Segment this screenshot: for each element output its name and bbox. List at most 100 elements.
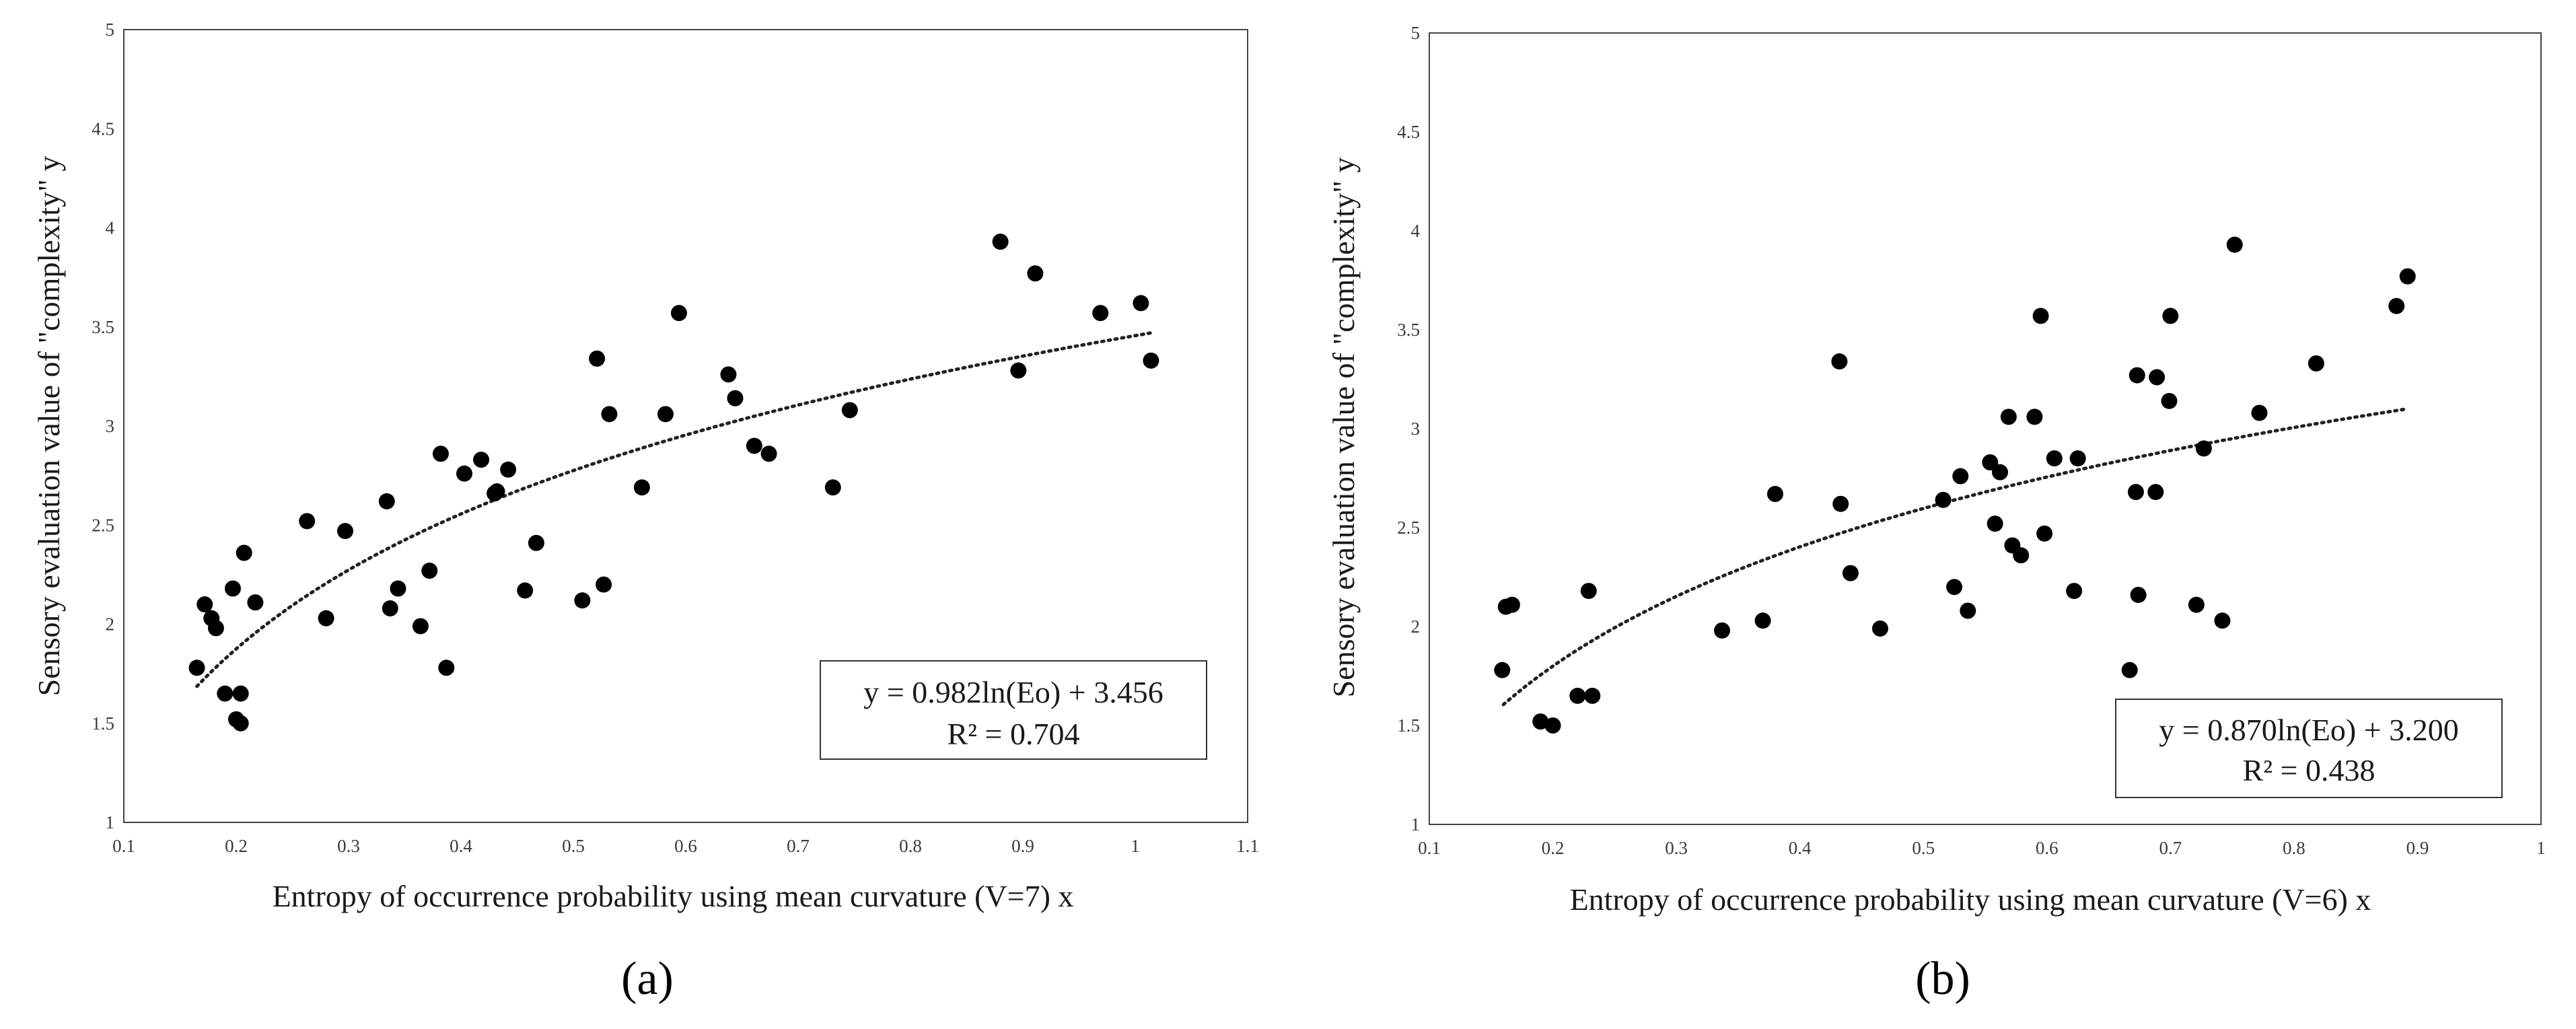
data-point xyxy=(1766,486,1783,503)
y-tick-label: 4 xyxy=(1411,221,1421,241)
y-tick-label: 4 xyxy=(106,218,115,238)
data-point xyxy=(2399,268,2416,285)
y-axis-label-b: Sensory evaluation value of "complexity"… xyxy=(1326,157,1361,698)
y-tick-label: 2.5 xyxy=(1397,518,1420,538)
y-tick-label: 3.5 xyxy=(92,317,114,337)
data-point xyxy=(318,610,334,627)
x-tick-label: 1 xyxy=(1131,836,1140,856)
data-point xyxy=(1992,464,2009,481)
data-point xyxy=(188,660,205,676)
data-point xyxy=(2161,392,2178,409)
data-point xyxy=(2036,525,2053,542)
data-point xyxy=(517,582,534,599)
data-point xyxy=(657,406,674,423)
y-tick-label: 4.5 xyxy=(92,118,114,139)
data-point xyxy=(224,580,241,597)
trendline-b xyxy=(1501,407,2407,707)
data-point xyxy=(2032,308,2049,324)
data-point xyxy=(432,446,449,462)
x-tick-label: 0.2 xyxy=(225,836,248,856)
data-points-a xyxy=(188,234,1159,732)
data-point xyxy=(1871,620,1888,637)
y-tick-label: 3 xyxy=(106,416,115,436)
data-point xyxy=(1982,454,1999,470)
data-point xyxy=(378,493,395,509)
y-tick-label: 1 xyxy=(106,812,115,832)
plot-area-b xyxy=(1429,32,2542,825)
data-point xyxy=(473,452,490,468)
data-point xyxy=(841,402,858,419)
y-tick-label: 5 xyxy=(106,20,115,40)
data-point xyxy=(1946,579,1963,596)
data-point xyxy=(727,390,744,406)
x-tick-label: 0.5 xyxy=(1912,838,1935,858)
data-point xyxy=(1935,491,1952,508)
data-point xyxy=(489,483,505,500)
data-point xyxy=(760,446,777,462)
x-tick-label: 0.8 xyxy=(899,836,922,856)
data-point xyxy=(596,576,612,593)
data-point xyxy=(1584,687,1601,704)
r2-b: R² = 0.438 xyxy=(2243,753,2375,787)
data-point xyxy=(1754,612,1771,629)
data-point xyxy=(1987,516,2003,532)
equation-b: y = 0.870ln(Eo) + 3.200 xyxy=(2159,713,2458,747)
data-point xyxy=(456,465,473,482)
data-point xyxy=(1532,713,1549,730)
data-point xyxy=(2046,450,2063,467)
data-point xyxy=(421,562,438,579)
data-point xyxy=(574,592,591,609)
data-point xyxy=(2388,297,2405,314)
data-point xyxy=(2226,236,2243,253)
y-tick-labels-a: 1 1.5 2 2.5 3 3.5 4 4.5 5 xyxy=(92,20,114,832)
data-point xyxy=(299,513,316,530)
data-point xyxy=(390,580,406,597)
data-point xyxy=(1952,468,1969,485)
data-point xyxy=(2149,369,2166,386)
x-tick-label: 1.1 xyxy=(1236,836,1259,856)
data-point xyxy=(2188,596,2205,613)
data-point xyxy=(1569,687,1586,704)
x-tick-label: 0.3 xyxy=(1665,838,1688,858)
y-tick-label: 1 xyxy=(1411,814,1421,835)
data-point xyxy=(500,461,517,478)
data-point xyxy=(1503,596,1520,613)
data-point xyxy=(2013,547,2030,564)
data-point xyxy=(670,305,687,322)
data-point xyxy=(1010,362,1027,379)
data-point xyxy=(1494,662,1511,678)
y-tick-label: 4.5 xyxy=(1397,122,1420,142)
data-point xyxy=(247,594,264,611)
data-point xyxy=(1960,602,1976,619)
data-point xyxy=(746,437,762,454)
y-axis-label-a: Sensory evaluation value of "complexity"… xyxy=(32,156,66,697)
x-tick-label: 0.3 xyxy=(337,836,360,856)
data-point xyxy=(2130,586,2147,603)
y-tick-label: 2.5 xyxy=(92,515,114,535)
data-point xyxy=(601,406,618,423)
x-tick-labels-b: 0.1 0.2 0.3 0.4 0.5 0.6 0.7 0.8 0.9 1 xyxy=(1418,838,2546,858)
data-point xyxy=(1831,353,1848,370)
y-tick-labels-b: 1 1.5 2 2.5 3 3.5 4 4.5 5 xyxy=(1397,23,1420,835)
data-point xyxy=(2000,409,2017,425)
x-tick-labels-a: 0.1 0.2 0.3 0.4 0.5 0.6 0.7 0.8 0.9 1 1.1 xyxy=(112,836,1259,856)
data-point xyxy=(2069,450,2086,467)
y-tick-label: 5 xyxy=(1411,23,1421,43)
x-tick-label: 0.1 xyxy=(112,836,135,856)
data-point xyxy=(382,600,398,616)
chart-panel-a: 0.1 0.2 0.3 0.4 0.5 0.6 0.7 0.8 0.9 1 1.1 1 1.5 2 2.5… xyxy=(32,20,1259,1005)
r2-a: R² = 0.704 xyxy=(947,717,1080,751)
x-tick-label: 0.5 xyxy=(562,836,585,856)
data-point xyxy=(196,596,213,613)
x-axis-label-b: Entropy of occurrence probability using … xyxy=(1570,882,2371,917)
data-point xyxy=(2127,484,2144,501)
data-point xyxy=(207,620,224,637)
data-point xyxy=(412,618,429,635)
data-point xyxy=(236,544,252,561)
data-point xyxy=(2195,440,2212,457)
plot-area-a xyxy=(123,29,1248,823)
y-tick-label: 3.5 xyxy=(1397,320,1420,340)
equation-a: y = 0.982ln(Eo) + 3.456 xyxy=(863,675,1163,709)
trendline-a xyxy=(195,330,1154,688)
